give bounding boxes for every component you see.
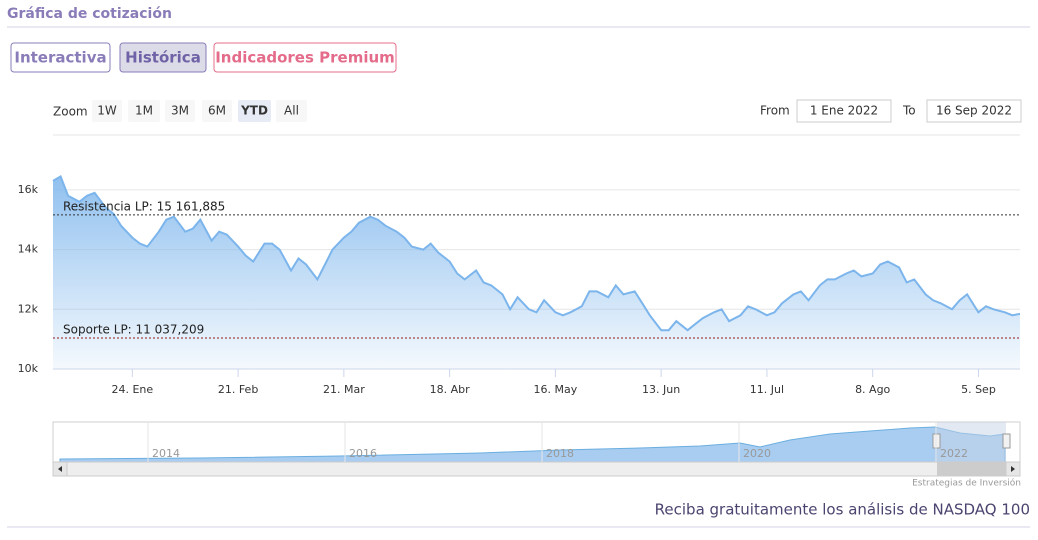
area bbox=[53, 176, 1020, 369]
tab-label[interactable]: Indicadores Premium bbox=[215, 49, 395, 67]
navigator-year: 2014 bbox=[152, 447, 180, 460]
arrow-icon bbox=[58, 466, 62, 472]
y-tick-label: 12k bbox=[18, 302, 39, 315]
zoom-button[interactable] bbox=[165, 100, 195, 122]
navigator-year: 2016 bbox=[349, 447, 377, 460]
x-tick-label: 5. Sep bbox=[961, 383, 996, 396]
from-input[interactable] bbox=[796, 99, 892, 123]
zoom-button[interactable] bbox=[276, 100, 307, 122]
tab-label[interactable]: Interactiva bbox=[14, 49, 106, 67]
tab[interactable] bbox=[10, 42, 111, 73]
to-input[interactable] bbox=[926, 99, 1022, 123]
zoom-label: Zoom bbox=[53, 105, 88, 119]
navigator-year: 2022 bbox=[940, 447, 968, 460]
y-tick-label: 10k bbox=[18, 362, 39, 375]
scrollbar-thumb[interactable] bbox=[937, 462, 1006, 476]
y-tick-label: 14k bbox=[18, 243, 39, 256]
y-tick-label: 16k bbox=[18, 183, 39, 196]
footer-link[interactable]: Reciba gratuitamente los análisis de NAS… bbox=[655, 501, 1030, 519]
x-tick-label: 16. May bbox=[534, 383, 578, 396]
credit: Estrategias de Inversión bbox=[912, 478, 1021, 489]
to-value[interactable]: 16 Sep 2022 bbox=[936, 104, 1012, 118]
arrow-icon bbox=[1011, 466, 1015, 472]
zoom-button-label[interactable]: 6M bbox=[208, 104, 226, 118]
x-tick-label: 8. Ago bbox=[855, 383, 890, 396]
navigator-labels: 2014 2016 2018 2020 2022 bbox=[147, 422, 968, 462]
x-tick-label: 11. Jul bbox=[750, 383, 784, 396]
tab-bar: Interactiva Histórica Indicadores Premium bbox=[10, 42, 397, 73]
x-tick-label: 18. Abr bbox=[430, 383, 470, 396]
tab-label[interactable]: Histórica bbox=[125, 49, 201, 67]
navigator-handle[interactable] bbox=[1002, 433, 1011, 449]
to-label: To bbox=[902, 104, 916, 118]
navigator-year: 2018 bbox=[546, 447, 574, 460]
tab[interactable] bbox=[213, 42, 397, 73]
line bbox=[52, 174, 1021, 332]
plot: 10k 12k 14k 16k Resistencia LP: 15 161,885 So… bbox=[18, 174, 1021, 396]
x-tick-label: 21. Mar bbox=[323, 383, 365, 396]
zoom-button-label[interactable]: YTD bbox=[240, 104, 268, 118]
navigator-window[interactable] bbox=[937, 422, 1006, 462]
zoom-button[interactable] bbox=[92, 100, 122, 122]
reference-label: Resistencia LP: 15 161,885 bbox=[63, 199, 225, 213]
zoom-button-label[interactable]: 1W bbox=[97, 104, 117, 118]
zoom-button-label[interactable]: 3M bbox=[171, 104, 189, 118]
zoom-bar: Zoom 1W 1M 3M 6M YTD All bbox=[53, 100, 307, 122]
zoom-button[interactable] bbox=[238, 100, 271, 122]
from-label: From bbox=[760, 104, 790, 118]
from-value[interactable]: 1 Ene 2022 bbox=[810, 104, 878, 118]
x-tick-label: 21. Feb bbox=[218, 383, 258, 396]
zoom-button-label[interactable]: 1M bbox=[135, 104, 153, 118]
reference-label: Soporte LP: 11 037,209 bbox=[63, 323, 204, 337]
zoom-button[interactable] bbox=[128, 100, 160, 122]
zoom-button-label[interactable]: All bbox=[284, 104, 299, 118]
x-tick-label: 24. Ene bbox=[111, 383, 153, 396]
zoom-button[interactable] bbox=[202, 100, 232, 122]
tab[interactable] bbox=[119, 42, 207, 73]
scrollbar[interactable] bbox=[52, 461, 1021, 477]
x-tick-label: 13. Jun bbox=[642, 383, 680, 396]
navigator-year: 2020 bbox=[743, 447, 771, 460]
widget-title: Gráfica de cotización bbox=[7, 6, 172, 22]
